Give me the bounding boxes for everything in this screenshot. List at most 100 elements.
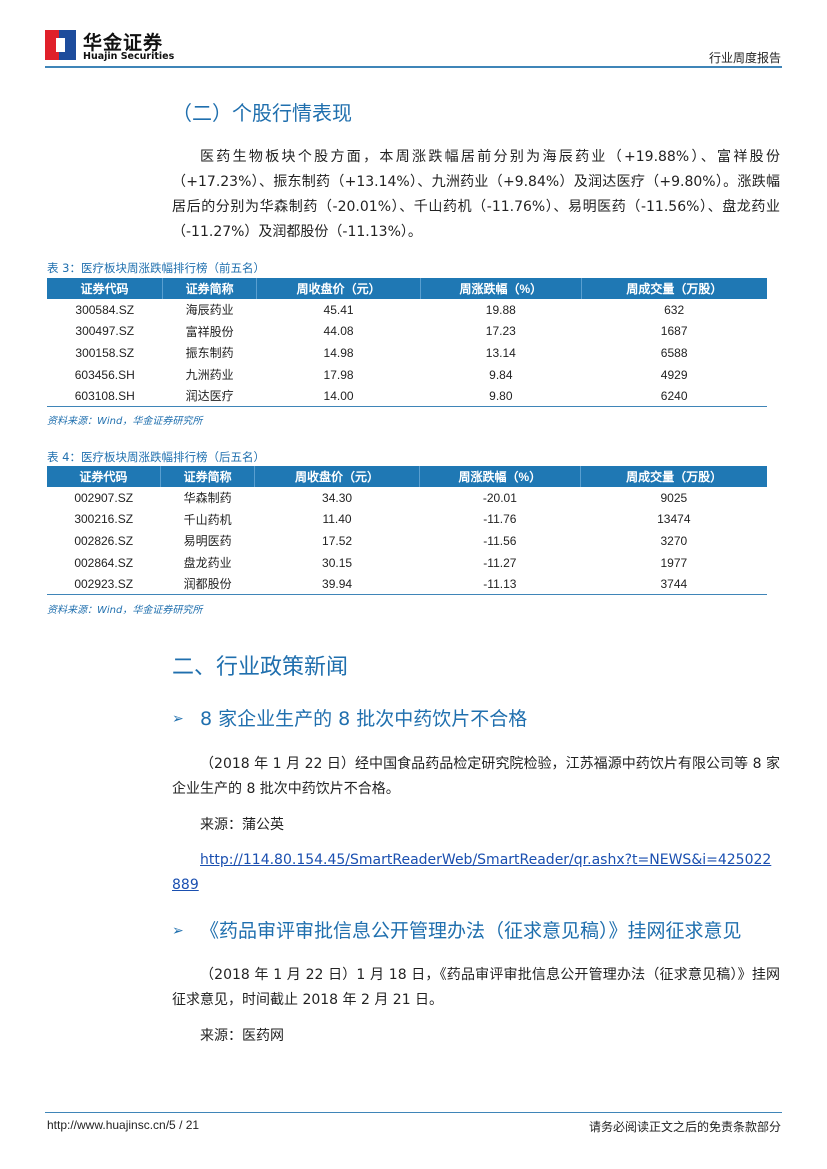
table-cell: -20.01 (482, 490, 517, 505)
logo-cn: 华金证券 (83, 32, 164, 54)
table-cell: 3270 (660, 533, 688, 548)
table-cell: 13474 (657, 512, 691, 527)
news-source: 来源：蒲公英 (200, 817, 284, 833)
table-cell: 海辰药业 (185, 303, 234, 318)
table-bottom5: 证券代码 证券简称 周收盘价（元） 周涨跌幅（%） 周成交量（万股） 002907.SZ 华… (47, 466, 767, 596)
table-cell: 易明医药 (183, 534, 232, 549)
column-header: 证券简称 (162, 278, 257, 299)
header-divider (45, 66, 782, 68)
table-cell: 45.41 (323, 302, 354, 317)
table-cell: 603108.SH (47, 385, 163, 408)
table-cell: -11.27 (483, 555, 517, 570)
table-cell: 1977 (660, 555, 688, 570)
table-cell: 华森制药 (183, 491, 232, 506)
table-row: 300158.SZ 振东制药 14.98 13.14 6588 (47, 342, 767, 364)
news-heading: ➢ 8 家企业生产的 8 批次中药饮片不合格 (172, 704, 527, 731)
table-header-row: 证券代码 证券简称 周收盘价（元） 周涨跌幅（%） 周成交量（万股） (47, 278, 767, 299)
table-cell: 14.98 (323, 345, 354, 360)
table-cell: 1687 (660, 324, 688, 339)
table-cell: 17.98 (323, 367, 354, 382)
table-cell: 632 (664, 302, 685, 317)
table-row: 603108.SH 润达医疗 14.00 9.80 6240 (47, 385, 767, 408)
company-logo: 华金证券 Huajin Securities (45, 28, 180, 64)
news-title: 8 家企业生产的 8 批次中药饮片不合格 (200, 708, 528, 730)
table-cell: 九洲药业 (185, 368, 234, 383)
table-cell: -11.76 (483, 512, 517, 527)
table-cell: 34.30 (322, 490, 353, 505)
table-row: 603456.SH 九洲药业 17.98 9.84 4929 (47, 364, 767, 386)
news-source: 来源：医药网 (200, 1028, 284, 1044)
footer-divider (45, 1112, 782, 1113)
table-cell: 千山药机 (183, 512, 232, 527)
table-cell: 9.80 (420, 385, 582, 408)
table-cell: 39.94 (254, 573, 420, 596)
table-cell: 盘龙药业 (183, 556, 232, 571)
table-cell: 30.15 (322, 555, 353, 570)
news-title: 《药品审评审批信息公开管理办法（征求意见稿）》挂网征求意见 (200, 920, 742, 942)
news-link[interactable]: http://114.80.154.45/SmartReaderWeb/Smar… (172, 852, 772, 893)
footer-disclaimer: 请务必阅读正文之后的免责条款部分 (588, 1120, 781, 1134)
table-cell: 4929 (660, 367, 688, 382)
table-cell: 17.52 (322, 533, 353, 548)
table-cell: 9025 (660, 490, 688, 505)
table-cell: 17.23 (485, 324, 516, 339)
table-cell: 6240 (581, 385, 767, 408)
column-header: 周收盘价（元） (254, 466, 420, 487)
table-row: 002923.SZ 润都股份 39.94 -11.13 3744 (47, 573, 767, 596)
section-title: （二）个股行情表现 (172, 101, 352, 125)
column-header: 周收盘价（元） (256, 278, 421, 299)
column-header: 证券简称 (159, 466, 255, 487)
column-header: 周涨跌幅（%） (418, 466, 581, 487)
table-cell: 11.40 (322, 512, 352, 527)
table-cell: 002907.SZ (74, 490, 134, 505)
news-body: （2018 年 1 月 22 日）经中国食品药品检定研究院检验，江苏福源中药饮片… (172, 756, 780, 797)
table-cell: 603456.SH (74, 367, 135, 382)
table-row: 300216.SZ 千山药机 11.40 -11.76 13474 (47, 509, 767, 531)
table-caption: 表 3：医疗板块周涨跌幅排行榜（前五名） (47, 261, 265, 275)
column-header: 周成交量（万股） (580, 466, 767, 487)
report-type: 行业周度报告 (708, 51, 781, 65)
table-cell: 13.14 (485, 345, 516, 360)
column-header: 证券代码 (47, 466, 161, 487)
logo-en: Huajin Securities (83, 51, 175, 62)
news-heading: ➢ 《药品审评审批信息公开管理办法（征求意见稿）》挂网征求意见 (172, 916, 742, 943)
table-cell: 振东制药 (185, 346, 234, 361)
table-top5: 证券代码 证券简称 周收盘价（元） 周涨跌幅（%） 周成交量（万股） 300584.SZ 海… (47, 278, 767, 408)
table-cell: 002826.SZ (74, 533, 134, 548)
table-cell: -11.13 (419, 573, 581, 596)
table-row: 002826.SZ 易明医药 17.52 -11.56 3270 (47, 530, 767, 552)
table-source: 资料来源：Wind，华金证券研究所 (47, 416, 203, 427)
table-cell: 300584.SZ (75, 302, 135, 317)
table-cell: 14.00 (256, 385, 421, 408)
table-cell: 19.88 (485, 302, 516, 317)
column-header: 周涨跌幅（%） (419, 278, 582, 299)
table-row: 300497.SZ 富祥股份 44.08 17.23 1687 (47, 321, 767, 343)
table-cell: 002864.SZ (74, 555, 134, 570)
table-row: 002907.SZ 华森制药 34.30 -20.01 9025 (47, 487, 767, 509)
news-link-wrap: http://114.80.154.45/SmartReaderWeb/Smar… (172, 848, 780, 898)
table-header-row: 证券代码 证券简称 周收盘价（元） 周涨跌幅（%） 周成交量（万股） (47, 466, 767, 487)
news-body: （2018 年 1 月 22 日）1 月 18 日，《药品审评审批信息公开管理办… (172, 967, 780, 1008)
logo-mark-icon (45, 30, 76, 60)
table-cell: 润达医疗 (162, 385, 257, 408)
arrow-bullet-icon: ➢ (172, 711, 184, 727)
table-cell: 002923.SZ (47, 573, 161, 596)
table-cell: 3744 (580, 573, 767, 596)
paragraph: 医药生物板块个股方面，本周涨跌幅居前分别为海辰药业（+19.88%）、富祥股份（… (172, 149, 780, 240)
table-cell: 300158.SZ (75, 345, 135, 360)
table-cell: 9.84 (489, 367, 513, 382)
table-cell: 富祥股份 (185, 324, 234, 339)
table-caption: 表 4：医疗板块周涨跌幅排行榜（后五名） (47, 450, 265, 464)
table-row: 300584.SZ 海辰药业 45.41 19.88 632 (47, 299, 767, 321)
table-source: 资料来源：Wind，华金证券研究所 (47, 605, 203, 616)
column-header: 证券代码 (47, 278, 163, 299)
table-row: 002864.SZ 盘龙药业 30.15 -11.27 1977 (47, 552, 767, 574)
table-cell: 300497.SZ (75, 324, 135, 339)
arrow-bullet-icon: ➢ (172, 923, 184, 939)
table-cell: 44.08 (323, 324, 354, 339)
table-cell: 润都股份 (160, 573, 255, 596)
section-title: 二、行业政策新闻 (172, 655, 349, 680)
table-cell: 6588 (660, 345, 688, 360)
table-cell: 300216.SZ (74, 512, 134, 527)
column-header: 周成交量（万股） (580, 278, 767, 299)
